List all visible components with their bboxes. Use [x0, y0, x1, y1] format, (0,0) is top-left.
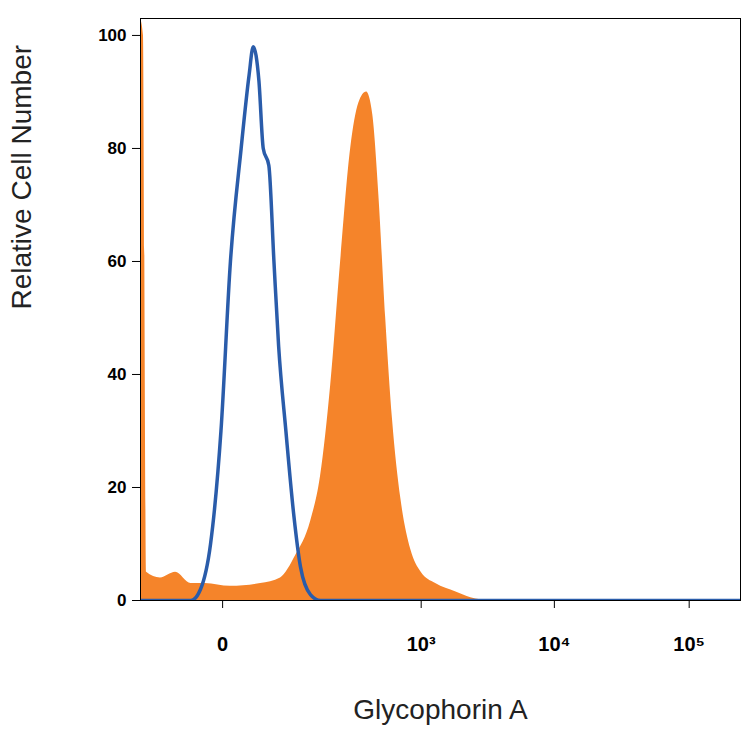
svg-text:100: 100: [98, 26, 126, 45]
svg-text:60: 60: [108, 252, 127, 271]
svg-text:0: 0: [217, 633, 228, 655]
svg-text:20: 20: [108, 478, 127, 497]
svg-text:40: 40: [108, 365, 127, 384]
svg-text:10⁵: 10⁵: [673, 633, 705, 655]
svg-text:10³: 10³: [407, 633, 436, 655]
svg-text:80: 80: [108, 139, 127, 158]
svg-text:Glycophorin A: Glycophorin A: [353, 694, 528, 725]
svg-text:0: 0: [117, 591, 126, 610]
svg-text:10⁴: 10⁴: [538, 633, 570, 655]
svg-text:Relative Cell Number: Relative Cell Number: [6, 45, 37, 310]
